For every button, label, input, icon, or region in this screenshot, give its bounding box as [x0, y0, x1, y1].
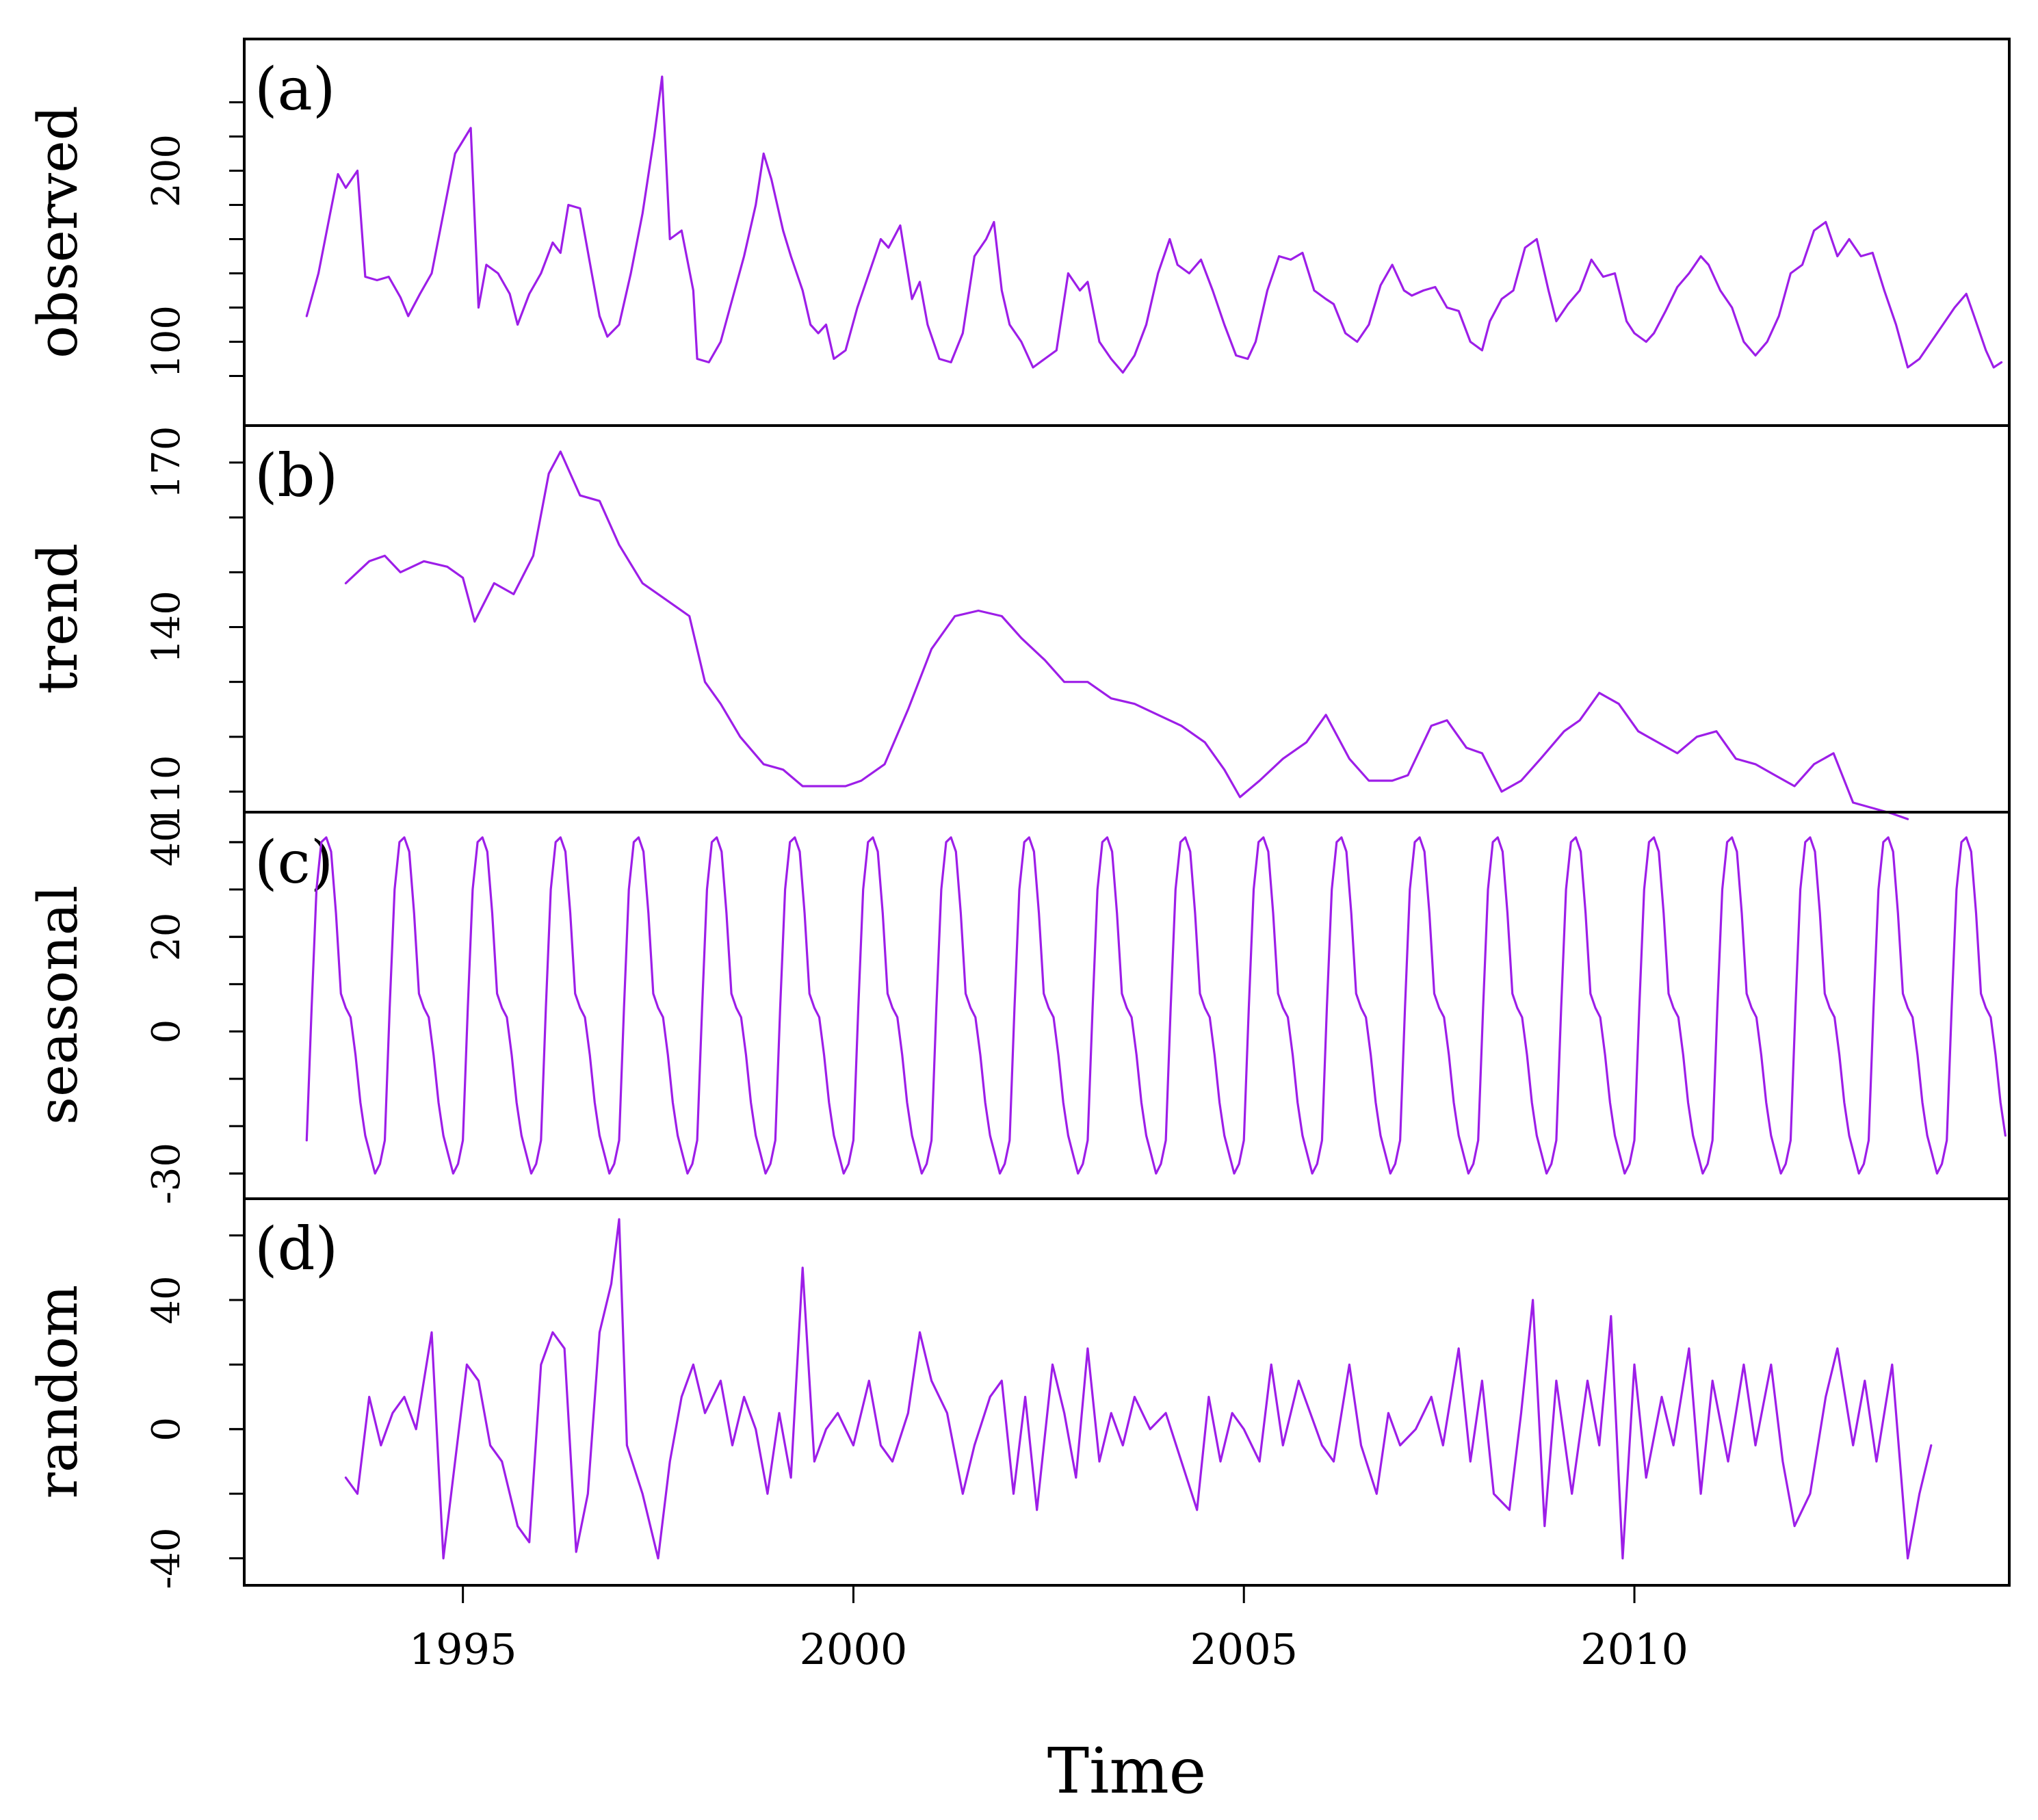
x-axis: 1995 2000 2005 2010 — [409, 1585, 1688, 1674]
random-series-line — [344, 1218, 1933, 1560]
observed-y-tick-label: 100 — [144, 305, 189, 378]
trend-y-tick-label: 110 — [144, 755, 189, 829]
panel-random-ylabel: random — [26, 1285, 90, 1499]
panel-random: (d) random -40 0 40 — [26, 1197, 2011, 1589]
random-y-tick-label: -40 — [144, 1527, 189, 1589]
panel-seasonal: (c) seasonal -30 0 20 40 — [26, 811, 2011, 1204]
trend-series-line — [344, 450, 1909, 820]
panel-trend: (b) trend 110 140 170 — [26, 424, 2011, 829]
x-tick-label: 1995 — [409, 1624, 517, 1674]
observed-y-tick-label: 200 — [144, 134, 189, 207]
panel-random-tag: (d) — [254, 1215, 338, 1284]
seasonal-series-line — [305, 836, 2007, 1175]
panel-trend-frame — [243, 424, 2011, 814]
x-tick-label: 2010 — [1580, 1624, 1688, 1674]
seasonal-y-tick-label: -30 — [144, 1143, 189, 1204]
panel-observed-tag: (a) — [254, 55, 335, 124]
panel-trend-yaxis: 110 140 170 — [144, 426, 244, 829]
trend-y-tick-label: 140 — [144, 590, 189, 664]
panel-trend-tag: (b) — [254, 442, 338, 510]
panel-random-frame — [243, 1197, 2011, 1587]
panel-seasonal-ylabel: seasonal — [26, 885, 90, 1125]
panel-random-yaxis: -40 0 40 — [144, 1234, 244, 1589]
observed-series-line — [305, 75, 2003, 374]
panel-seasonal-yaxis: -30 0 20 40 — [144, 818, 244, 1204]
seasonal-y-tick-label: 20 — [144, 913, 189, 961]
random-y-tick-label: 40 — [144, 1275, 189, 1324]
panel-observed-ylabel: observed — [26, 105, 90, 359]
x-tick-label: 2005 — [1190, 1624, 1298, 1674]
x-tick-label: 2000 — [800, 1624, 908, 1674]
panel-observed-yaxis: 100 200 — [144, 101, 244, 378]
panel-trend-ylabel: trend — [26, 543, 90, 694]
x-axis-title: Time — [1047, 1734, 1206, 1808]
panel-seasonal-tag: (c) — [254, 829, 333, 897]
seasonal-y-tick-label: 40 — [144, 818, 189, 866]
random-y-tick-label: 0 — [144, 1417, 189, 1442]
seasonal-y-tick-label: 0 — [144, 1019, 189, 1044]
panel-observed: (a) observed 100 200 — [26, 38, 2011, 427]
trend-y-tick-label: 170 — [144, 426, 189, 499]
